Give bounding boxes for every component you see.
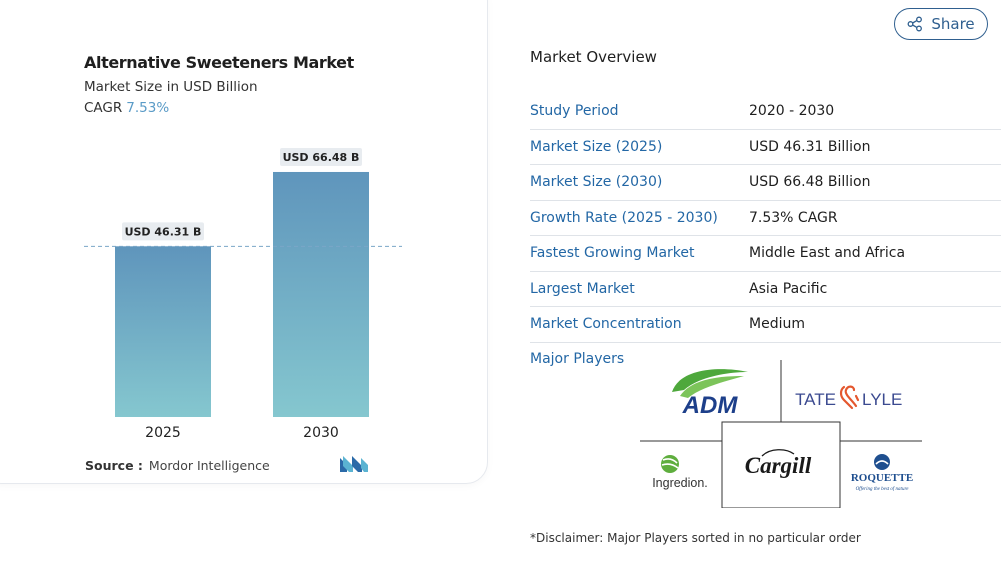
overview-row-study-period: Study Period 2020 - 2030 bbox=[530, 94, 1001, 130]
overview-value: Asia Pacific bbox=[749, 280, 828, 297]
tate-logo-text: TATE bbox=[795, 390, 836, 409]
chart-title: Alternative Sweeteners Market bbox=[84, 53, 354, 72]
lyle-logo-text: LYLE bbox=[862, 390, 902, 409]
overview-label[interactable]: Growth Rate (2025 - 2030) bbox=[530, 209, 718, 226]
share-button[interactable]: Share bbox=[894, 8, 988, 40]
chart-card bbox=[0, 0, 488, 484]
overview-value: USD 46.31 Billion bbox=[749, 138, 871, 155]
roquette-tagline: Offering the best of nature bbox=[856, 487, 910, 492]
overview-value: 7.53% CAGR bbox=[749, 209, 838, 226]
source-label: Source : bbox=[85, 458, 143, 473]
ingredion-logo-icon: Ingredion. bbox=[652, 455, 708, 490]
major-players-title[interactable]: Major Players bbox=[530, 351, 625, 367]
cargill-logo-text: Cargill bbox=[745, 453, 812, 478]
overview-label[interactable]: Fastest Growing Market bbox=[530, 245, 695, 262]
overview-row-market-size-2030: Market Size (2030) USD 66.48 Billion bbox=[530, 165, 1001, 201]
mordor-intelligence-logo-icon bbox=[340, 456, 368, 472]
tate-and-lyle-logo-icon: TATE LYLE bbox=[795, 385, 902, 410]
cagr-value: 7.53% bbox=[126, 100, 170, 116]
overview-value: Medium bbox=[749, 316, 805, 333]
overview-row-fastest-growing: Fastest Growing Market Middle East and A… bbox=[530, 236, 1001, 272]
data-label-2025: USD 46.31 B bbox=[125, 225, 202, 238]
x-tick-label-2030: 2030 bbox=[303, 425, 339, 441]
overview-title: Market Overview bbox=[530, 48, 657, 66]
disclaimer: *Disclaimer: Major Players sorted in no … bbox=[530, 531, 861, 545]
bar-2025 bbox=[115, 246, 211, 417]
overview-row-concentration: Market Concentration Medium bbox=[530, 307, 1001, 343]
adm-logo-text: ADM bbox=[682, 392, 739, 419]
ingredion-logo-text: Ingredion. bbox=[652, 476, 708, 490]
overview-value: Middle East and Africa bbox=[749, 245, 906, 262]
cargill-logo-icon: Cargill bbox=[745, 449, 812, 478]
overview-value: 2020 - 2030 bbox=[749, 103, 835, 120]
roquette-logo-icon: ROQUETTE Offering the best of nature bbox=[851, 454, 913, 492]
chart-source: Source : Mordor Intelligence bbox=[85, 458, 270, 473]
overview-label[interactable]: Market Concentration bbox=[530, 316, 682, 333]
overview-label[interactable]: Market Size (2025) bbox=[530, 138, 663, 155]
data-label-bg-2030 bbox=[280, 147, 362, 166]
overview-table: Study Period 2020 - 2030 Market Size (20… bbox=[530, 94, 1001, 343]
data-label-2030: USD 66.48 B bbox=[283, 151, 360, 164]
overview-row-growth-rate: Growth Rate (2025 - 2030) 7.53% CAGR bbox=[530, 201, 1001, 236]
overview-row-largest-market: Largest Market Asia Pacific bbox=[530, 272, 1001, 307]
cagr-label: CAGR bbox=[84, 100, 123, 116]
overview-row-market-size-2025: Market Size (2025) USD 46.31 Billion bbox=[530, 130, 1001, 165]
x-tick-label-2025: 2025 bbox=[145, 425, 181, 441]
share-label: Share bbox=[931, 15, 975, 33]
major-players-logos: ADM TATE LYLE Ingredion. Cargill ROQUETT… bbox=[640, 360, 922, 508]
data-label-bg-2025 bbox=[122, 222, 204, 241]
bar-chart: USD 46.31 B 2025 USD 66.48 B 2030 bbox=[84, 147, 402, 441]
chart-cagr: CAGR 7.53% bbox=[84, 100, 169, 116]
adm-logo-icon: ADM bbox=[672, 369, 748, 419]
overview-label[interactable]: Largest Market bbox=[530, 280, 635, 297]
chart-subtitle: Market Size in USD Billion bbox=[84, 79, 258, 95]
share-icon bbox=[907, 16, 923, 32]
overview-label[interactable]: Market Size (2030) bbox=[530, 174, 663, 191]
bar-2030 bbox=[273, 171, 369, 417]
source-text: Mordor Intelligence bbox=[148, 458, 270, 473]
roquette-logo-text: ROQUETTE bbox=[851, 472, 913, 484]
overview-value: USD 66.48 Billion bbox=[749, 174, 871, 191]
overview-label[interactable]: Study Period bbox=[530, 103, 619, 120]
